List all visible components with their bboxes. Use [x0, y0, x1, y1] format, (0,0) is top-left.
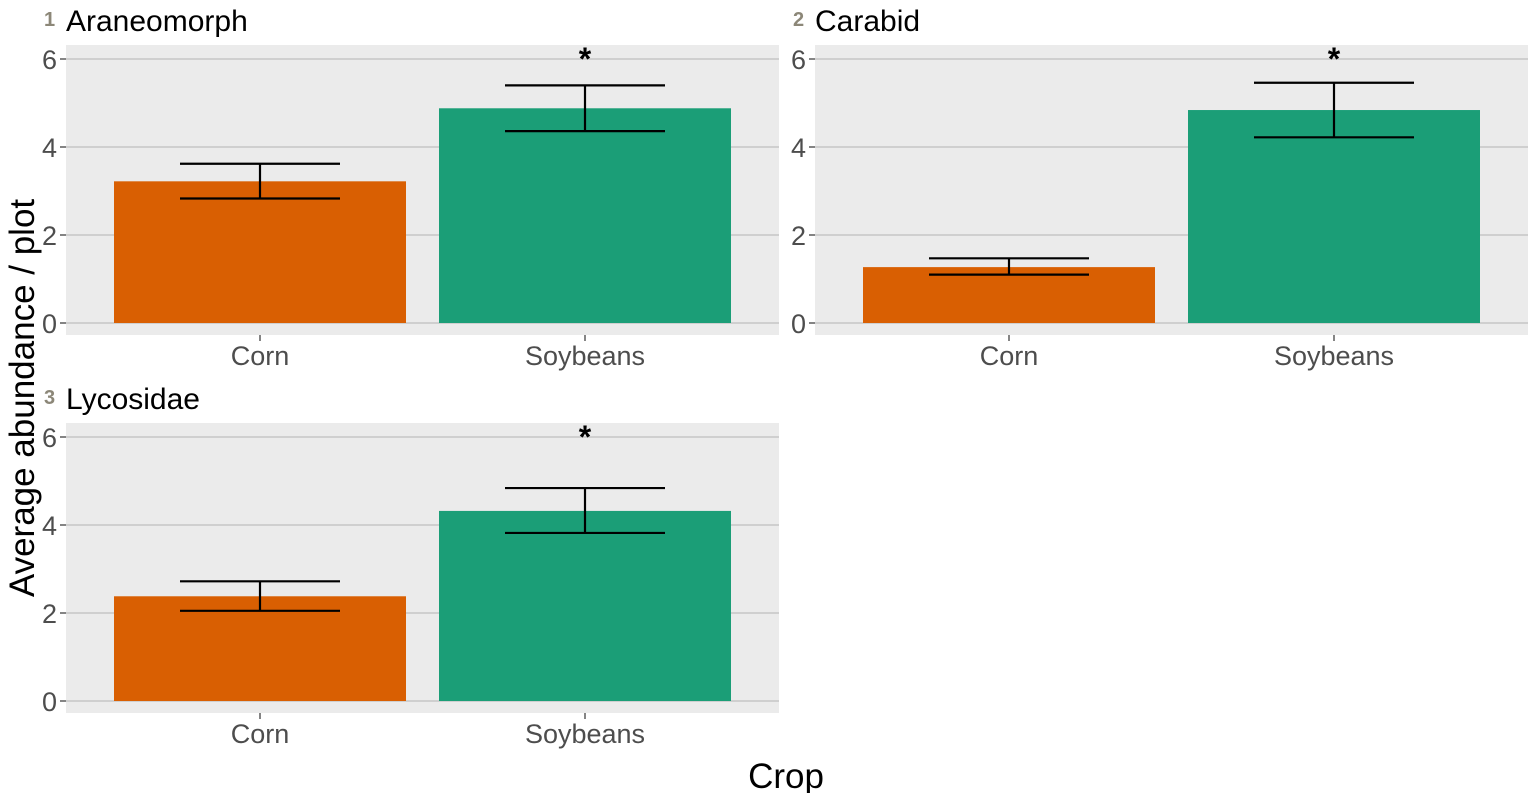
x-tick-label: Corn — [980, 341, 1039, 371]
panel-number: 1 — [44, 9, 55, 31]
bar-corn — [114, 181, 406, 323]
bar-corn — [114, 596, 406, 701]
panel-title: Carabid — [815, 5, 920, 38]
significance-marker: * — [579, 41, 592, 77]
y-tick-label: 2 — [42, 599, 57, 629]
y-axis-title: Average abundance / plot — [3, 199, 42, 598]
panel-3: 0 2 4 6 Corn * Soybeans 3 Lycosidae — [42, 383, 779, 749]
y-tick-label: 2 — [42, 221, 57, 251]
significance-marker: * — [1328, 41, 1341, 77]
y-tick-label: 4 — [791, 133, 806, 163]
panel-number: 3 — [44, 387, 55, 409]
bar-soybeans — [439, 510, 731, 701]
y-tick-label: 4 — [42, 511, 57, 541]
y-tick-label: 0 — [42, 687, 57, 717]
panel-title: Lycosidae — [66, 383, 200, 416]
chart-panels: 0 2 4 6 Corn * Soybeans 1 Araneomorph 0 2 4 6 Corn * So… — [42, 5, 1528, 749]
y-tick-label: 6 — [791, 45, 806, 75]
x-tick-label: Soybeans — [1274, 341, 1394, 371]
panel-1: 0 2 4 6 Corn * Soybeans 1 Araneomorph — [42, 5, 779, 371]
x-tick-label: Soybeans — [525, 341, 645, 371]
y-tick-label: 6 — [42, 423, 57, 453]
x-tick-label: Soybeans — [525, 719, 645, 749]
x-tick-label: Corn — [231, 719, 290, 749]
panel-title: Araneomorph — [66, 5, 248, 38]
bar-corn — [863, 267, 1155, 323]
y-tick-label: 6 — [42, 45, 57, 75]
panel-2: 0 2 4 6 Corn * Soybeans 2 Carabid — [791, 5, 1528, 371]
y-tick-label: 0 — [42, 309, 57, 339]
x-axis-title: Crop — [748, 757, 824, 793]
y-tick-label: 2 — [791, 221, 806, 251]
bar-soybeans — [439, 108, 731, 323]
panel-number: 2 — [793, 9, 804, 31]
significance-marker: * — [579, 419, 592, 455]
x-tick-label: Corn — [231, 341, 290, 371]
bar-soybeans — [1188, 110, 1480, 323]
y-tick-label: 0 — [791, 309, 806, 339]
y-tick-label: 4 — [42, 133, 57, 163]
